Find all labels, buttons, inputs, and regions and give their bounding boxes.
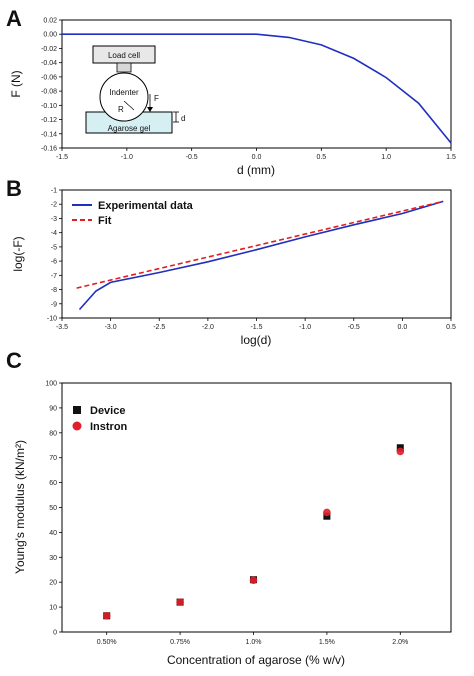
- indentation-schematic: Load cell Indenter R F d Agarose gel: [85, 45, 185, 134]
- panel-b-ytick-label: -10: [47, 316, 57, 323]
- depth-label: d: [181, 114, 185, 123]
- panel-c-xtick-label: 0.75%: [170, 639, 190, 646]
- gel-label: Agarose gel: [108, 124, 151, 133]
- panel-b-ytick-label: -3: [51, 216, 57, 223]
- panel-c-ytick-label: 70: [49, 455, 57, 462]
- panel-b: B -3.5 -3.0 -2.5 -2.0 -1.5 -1.0 -0.5 0.0 0.5 -1 -2…: [6, 176, 456, 347]
- panel-a-ytick-label: -0.14: [41, 131, 57, 138]
- panel-c-ytick-label: 40: [49, 530, 57, 537]
- legend-instron-marker: [72, 421, 82, 431]
- instron-point: [102, 612, 111, 620]
- panel-a-ytick-label: 0.00: [43, 32, 57, 39]
- panel-a-xtick-label: -0.5: [186, 154, 198, 161]
- panel-b-xtick-label: -3.5: [56, 324, 68, 331]
- panel-b-ytick-label: -9: [51, 301, 57, 308]
- panel-b-ytick-label: -7: [51, 273, 57, 280]
- instron-point: [176, 598, 184, 606]
- panel-b-label: B: [6, 176, 22, 201]
- load-cell-stem: [116, 62, 132, 73]
- force-label: F: [154, 94, 159, 103]
- panel-c-ytick-label: 10: [49, 605, 57, 612]
- load-cell-label: Load cell: [108, 51, 140, 60]
- panel-b-ytick-label: -4: [51, 230, 57, 237]
- panel-a-ytick-label: -0.10: [41, 103, 57, 110]
- panel-c-series: [102, 444, 405, 620]
- panel-a-ytick-label: -0.08: [41, 89, 57, 96]
- panel-c-xtick-label: 0.50%: [97, 639, 117, 646]
- panel-a-ytick-label: -0.12: [41, 117, 57, 124]
- panel-a-ytick-label: -0.16: [41, 146, 57, 153]
- force-arrow-head: [147, 107, 153, 112]
- panel-a-ticks: -1.5 -1.0 -0.5 0.0 0.5 1.0 1.5 0.02 0.00 -0.02 -0.…: [41, 18, 456, 162]
- panel-a-xtick-label: -1.5: [56, 154, 68, 161]
- panel-a-ylabel: F (N): [9, 70, 23, 97]
- panel-b-xtick-label: -0.5: [348, 324, 360, 331]
- panel-a-xtick-label: 0.5: [316, 154, 326, 161]
- panel-a-xtick-label: -1.0: [121, 154, 133, 161]
- instron-point: [249, 576, 258, 585]
- panel-b-xtick-label: -2.5: [153, 324, 165, 331]
- instron-point: [396, 447, 405, 456]
- panel-b-series: [76, 200, 444, 311]
- legend-device-label: Device: [90, 405, 125, 417]
- panel-a-xtick-label: 1.5: [446, 154, 456, 161]
- panel-c-legend: Device Instron: [72, 405, 128, 433]
- panel-a-series: [62, 33, 452, 144]
- radius-label: R: [118, 105, 124, 114]
- panel-c-xtick-label: 1.0%: [246, 639, 262, 646]
- panel-c-ytick-label: 80: [49, 430, 57, 437]
- panel-c-ylabel: Young's modulus (kN/m²): [13, 440, 27, 574]
- legend-fit-label: Fit: [98, 215, 112, 227]
- panel-c-ytick-label: 30: [49, 555, 57, 562]
- panel-b-ytick-label: -8: [51, 287, 57, 294]
- panel-b-xtick-label: -3.0: [105, 324, 117, 331]
- panel-b-xtick-label: -1.5: [250, 324, 262, 331]
- panel-c-ytick-label: 0: [53, 630, 57, 637]
- radius-line: [123, 100, 135, 111]
- legend-instron-label: Instron: [90, 421, 128, 433]
- instron-point: [323, 508, 331, 517]
- panel-b-xlabel: log(d): [241, 333, 272, 347]
- panel-a-label: A: [6, 6, 22, 31]
- panel-a-xtick-label: 0.0: [252, 154, 262, 161]
- panel-a: A -1.5 -1.0 -0.5 0.0 0.5 1.0 1.50.020.00-0.02-…: [6, 6, 456, 177]
- panel-b-ytick-label: -2: [51, 202, 57, 209]
- panel-a-ytick-label: -0.06: [41, 74, 57, 81]
- panel-c-ytick-label: 90: [49, 405, 57, 412]
- panel-a-xtick-label: 1.0: [381, 154, 391, 161]
- legend-experimental-label: Experimental data: [98, 200, 194, 212]
- panel-a-ytick-label: -0.04: [41, 60, 57, 67]
- panel-a-ytick-label: 0.02: [43, 18, 57, 25]
- panel-c-label: C: [6, 348, 22, 373]
- panel-b-xtick-label: 0.5: [446, 324, 456, 331]
- panel-b-xtick-label: -2.0: [202, 324, 214, 331]
- panel-a-ytick-label: -0.02: [41, 46, 57, 53]
- panel-c-xlabel: Concentration of agarose (% w/v): [167, 653, 345, 667]
- panel-c-ytick-label: 100: [45, 381, 57, 388]
- panel-b-xtick-label: -1.0: [299, 324, 311, 331]
- panel-a-series-line-0: [62, 33, 452, 144]
- panel-b-series-line-0: [78, 200, 444, 311]
- panel-b-ytick-label: -6: [51, 259, 57, 266]
- panel-c-ytick-label: 50: [49, 505, 57, 512]
- panel-b-ytick-label: -5: [51, 244, 57, 251]
- indenter-label: Indenter: [109, 88, 139, 97]
- indenter-sphere: [99, 72, 149, 122]
- panel-c-ticks: 0 10 20 30 40 50 60 70 80 90 100 0.50% 0.75% 1.0% 1.5%…: [45, 381, 408, 647]
- panel-c-xtick-label: 1.5%: [319, 639, 335, 646]
- panel-b-ytick-label: -1: [51, 188, 57, 195]
- panel-b-ticks: -3.5 -3.0 -2.5 -2.0 -1.5 -1.0 -0.5 0.0 0.5 -1 -2 -3…: [47, 188, 456, 332]
- panel-b-series-line-1: [76, 200, 444, 289]
- panel-c-ytick-label: 20: [49, 580, 57, 587]
- panel-b-legend: Experimental data Fit: [72, 200, 194, 227]
- legend-device-marker: [73, 406, 81, 414]
- panel-b-ylabel: log(-F): [11, 236, 25, 271]
- panel-c: C 0 10 20 30 40 50 60 70 80 90 100 0.50% 0.75% 1.0% 1.…: [6, 348, 452, 667]
- panel-b-xtick-label: 0.0: [398, 324, 408, 331]
- panel-c-xtick-label: 2.0%: [392, 639, 408, 646]
- panel-c-ytick-label: 60: [49, 480, 57, 487]
- panel-a-xlabel: d (mm): [237, 163, 275, 177]
